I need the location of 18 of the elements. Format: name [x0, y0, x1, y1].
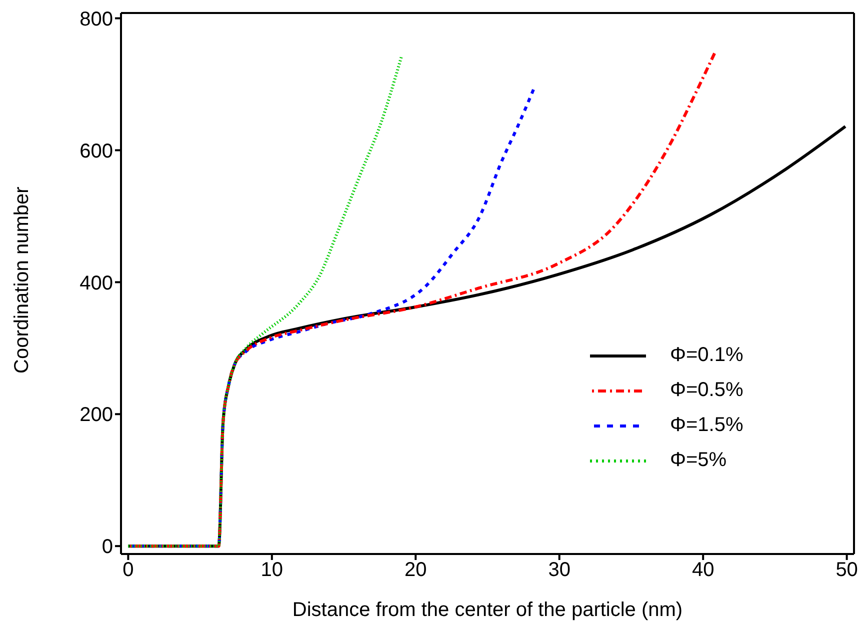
y-tick-label: 600: [80, 140, 113, 162]
legend-label: Φ=5%: [670, 449, 727, 472]
x-tick-label: 30: [548, 559, 570, 582]
y-tick-label: 200: [80, 404, 113, 426]
x-tick-label: 0: [122, 559, 134, 582]
y-axis-title: Coordination number: [11, 186, 34, 374]
x-tick-label: 50: [836, 559, 858, 582]
legend-label: Φ=0.1%: [670, 344, 744, 367]
x-tick-label: 20: [404, 559, 427, 582]
x-axis-title: Distance from the center of the particle (nm): [292, 599, 683, 621]
legend-label: Φ=1.5%: [670, 414, 744, 437]
legend-label: Φ=0.5%: [670, 379, 744, 402]
y-tick-label: 800: [80, 8, 113, 30]
y-tick-label: 0: [102, 536, 113, 558]
x-tick-label: 10: [260, 559, 284, 582]
line-series: [126, 56, 403, 548]
x-tick-label: 40: [692, 559, 714, 582]
y-tick-label: 400: [80, 272, 113, 294]
